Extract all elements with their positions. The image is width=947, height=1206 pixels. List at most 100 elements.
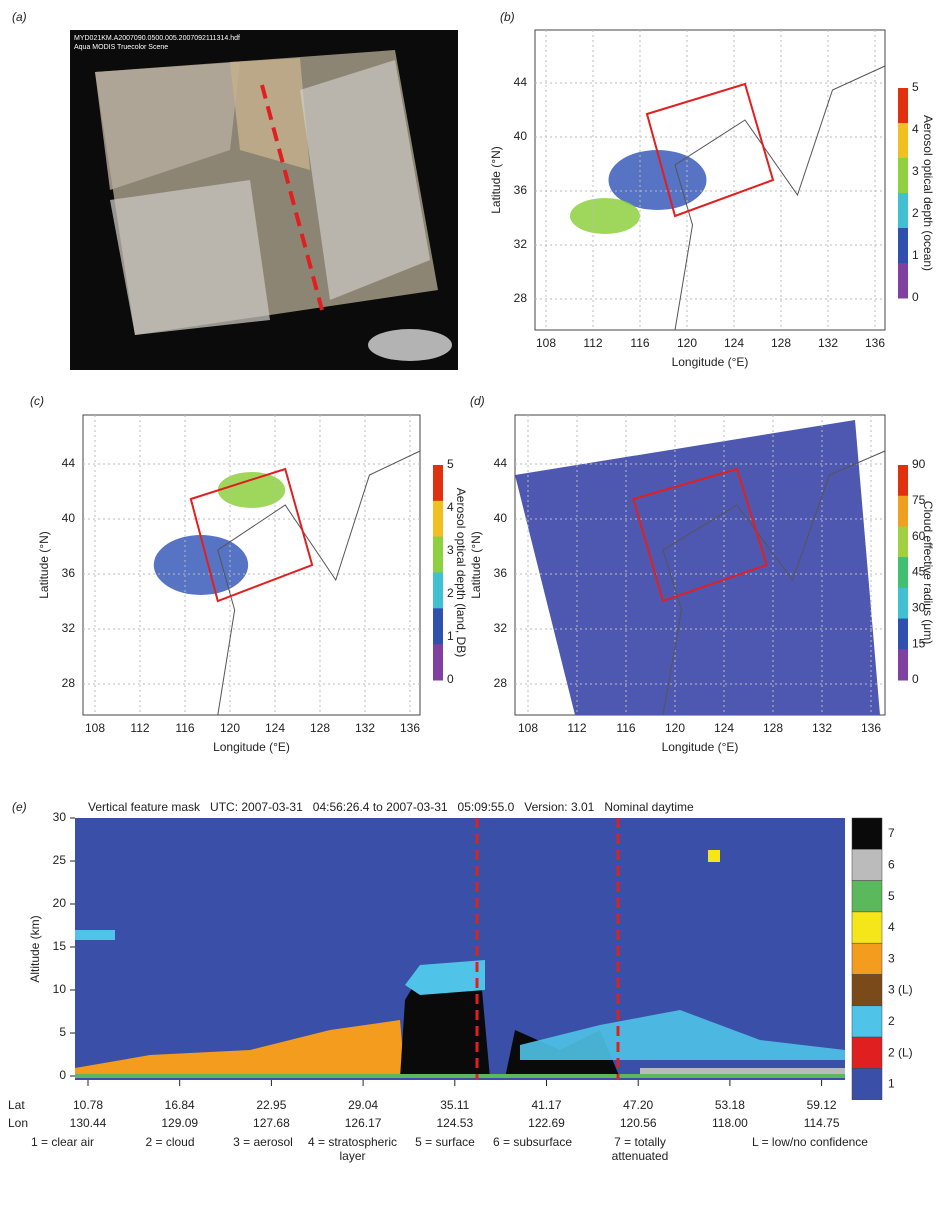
y-tick-label: 28 — [62, 676, 76, 690]
colorbar-segment — [898, 619, 908, 650]
x-tick-label: 112 — [567, 721, 586, 735]
x-tick-label: 128 — [771, 336, 791, 350]
lat-value: 35.11 — [440, 1098, 469, 1112]
lat-value: 10.78 — [73, 1098, 103, 1112]
panel-label: (d) — [470, 394, 485, 408]
x-tick-label: 132 — [812, 721, 832, 735]
key-item: 1 = clear air — [10, 1135, 115, 1149]
y-tick-label: 40 — [514, 129, 528, 143]
x-tick-label: 136 — [400, 721, 420, 735]
legend-label: 4 — [888, 920, 895, 934]
legend-label: 3 — [888, 951, 895, 965]
colorbar-segment — [433, 537, 443, 573]
lon-value: 114.75 — [804, 1116, 840, 1130]
legend-label: 2 — [888, 1014, 895, 1028]
aod-patch — [570, 198, 640, 234]
colorbar-segment — [898, 123, 908, 159]
legend-label: 7 — [888, 826, 895, 840]
x-tick-label: 136 — [861, 721, 881, 735]
colorbar-segment — [898, 263, 908, 299]
y-tick-label: 44 — [514, 75, 528, 89]
x-tick-label: 108 — [536, 336, 556, 350]
colorbar-tick-label: 0 — [912, 672, 919, 686]
colorbar-segment — [433, 644, 443, 680]
surface — [75, 1074, 845, 1078]
stratospheric-patch — [708, 850, 720, 862]
map-frame — [83, 415, 420, 715]
lat-value: 41.17 — [531, 1098, 561, 1112]
panel-label: (a) — [12, 10, 27, 24]
y-tick-label: 36 — [494, 566, 508, 580]
x-tick-label: 116 — [175, 721, 194, 735]
colorbar-segment — [433, 608, 443, 644]
y-tick-label: 40 — [62, 511, 76, 525]
image-caption: MYD021KM.A2007090.0500.005.2007092111314… — [74, 35, 240, 42]
lon-value: 129.09 — [161, 1116, 198, 1130]
colorbar-segment — [898, 649, 908, 680]
key-item: 6 = subsurface — [490, 1135, 575, 1149]
y-tick-label: 32 — [62, 621, 76, 635]
colorbar-tick-label: 4 — [447, 500, 454, 514]
lat-value: 47.20 — [623, 1098, 653, 1112]
inset-globe — [368, 329, 452, 361]
lat-value: 29.04 — [348, 1098, 378, 1112]
legend-swatch — [852, 1068, 882, 1099]
lon-value: 130.44 — [70, 1116, 107, 1130]
legend-swatch — [852, 818, 882, 849]
x-tick-label: 128 — [763, 721, 783, 735]
x-tick-label: 124 — [714, 721, 734, 735]
y-axis-label: Latitude (°N) — [489, 146, 503, 214]
lat-value: 22.95 — [256, 1098, 286, 1112]
panel-label: (b) — [500, 10, 515, 24]
colorbar-tick-label: 1 — [912, 248, 919, 262]
x-tick-label: 120 — [665, 721, 685, 735]
legend-label: 2 (L) — [888, 1045, 913, 1059]
colorbar-segment — [898, 193, 908, 229]
y-tick-label: 0 — [59, 1068, 66, 1082]
colorbar-label: Aerosol optical depth (ocean) — [921, 115, 935, 271]
lat-label: Lat — [8, 1098, 25, 1112]
colorbar-tick-label: 90 — [912, 457, 926, 471]
x-tick-label: 112 — [583, 336, 602, 350]
colorbar-segment — [898, 557, 908, 588]
legend-label: 6 — [888, 857, 895, 871]
y-tick-label: 40 — [494, 511, 508, 525]
x-tick-label: 132 — [355, 721, 375, 735]
x-tick-label: 128 — [310, 721, 330, 735]
y-tick-label: 36 — [62, 566, 76, 580]
x-axis-label: Longitude (°E) — [662, 740, 739, 754]
lon-value: 122.69 — [528, 1116, 565, 1130]
x-tick-label: 120 — [677, 336, 697, 350]
colorbar-segment — [433, 465, 443, 501]
key-item: 7 = totally attenuated — [595, 1135, 685, 1163]
x-tick-label: 108 — [518, 721, 538, 735]
x-tick-label: 116 — [630, 336, 649, 350]
colorbar-segment — [898, 588, 908, 619]
colorbar-label: Cloud effective radius (μm) — [921, 501, 935, 644]
lat-value: 59.12 — [807, 1098, 837, 1112]
panel-label: (e) — [12, 800, 27, 814]
colorbar-segment — [898, 465, 908, 496]
x-tick-label: 108 — [85, 721, 105, 735]
colorbar-segment — [898, 526, 908, 557]
y-axis-label: Latitude (°N) — [37, 531, 51, 599]
colorbar-tick-label: 2 — [447, 586, 454, 600]
colorbar-tick-label: 0 — [912, 290, 919, 304]
y-tick-label: 10 — [53, 982, 67, 996]
legend-swatch — [852, 1037, 882, 1068]
key-item: L = low/no confidence — [730, 1135, 890, 1149]
lon-label: Lon — [8, 1116, 28, 1130]
lat-value: 16.84 — [165, 1098, 195, 1112]
y-tick-label: 32 — [514, 237, 528, 251]
x-tick-label: 124 — [265, 721, 285, 735]
lon-value: 127.68 — [253, 1116, 290, 1130]
colorbar-segment — [433, 573, 443, 609]
legend-label: 1 — [888, 1077, 895, 1091]
y-tick-label: 30 — [53, 810, 67, 824]
x-tick-label: 124 — [724, 336, 744, 350]
colorbar-tick-label: 5 — [447, 457, 454, 471]
colorbar-segment — [898, 496, 908, 527]
x-axis-label: Longitude (°E) — [213, 740, 290, 754]
legend-swatch — [852, 1006, 882, 1037]
colorbar-label: Aerosol optical depth (land, DB) — [454, 488, 468, 657]
